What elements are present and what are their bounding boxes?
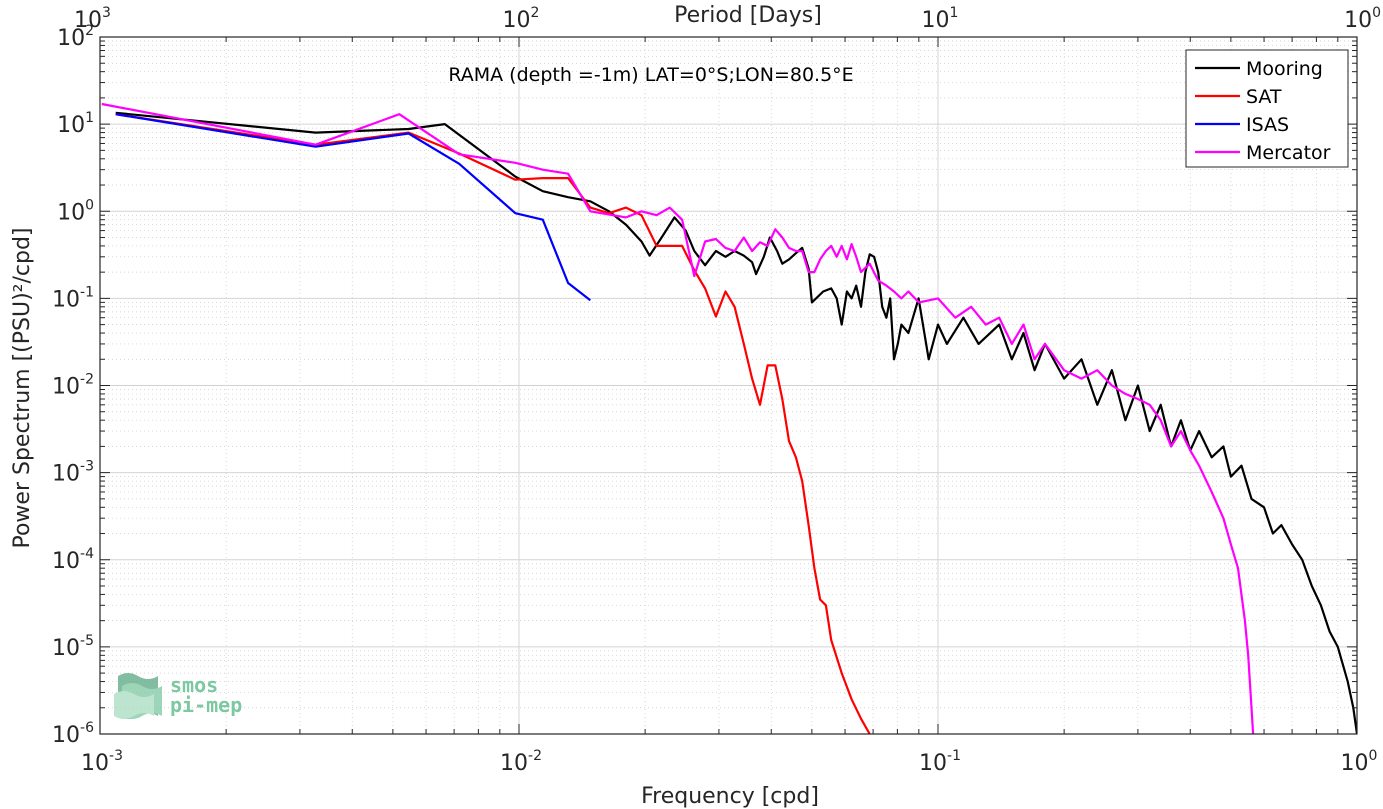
legend-box [1185,49,1349,168]
chart-title: RAMA (depth =-1m) LAT=0°S;LON=80.5°E [448,64,853,86]
top-tick-label: 103 [74,5,111,33]
series-line-mercator [101,102,1255,734]
top-tick-label: 100 [1344,5,1381,33]
logo-text-pimep: pi-mep [170,693,242,717]
logo-text-smos: smos [170,673,218,697]
y-tick-label: 10-2 [52,372,94,400]
legend-label-isas: ISAS [1246,114,1289,136]
tick-marks [99,36,1358,735]
y-tick-label: 102 [57,23,94,51]
legend: Mooring SAT ISAS Mercator [1185,49,1349,168]
y-tick-label: 10-5 [52,633,94,661]
y-tick-label: 101 [57,110,94,138]
x-tick-label: 10-2 [500,748,542,776]
x-tick-labels: 10-3 10-2 10-1 100 [81,748,1377,776]
y-tick-label: 10-3 [52,459,94,487]
x-tick-label: 10-3 [81,748,123,776]
x-tick-label: 100 [1341,748,1378,776]
top-tick-labels: 103 102 101 100 [74,5,1381,33]
y-tick-label: 10-6 [52,720,94,748]
series-line-isas [115,113,591,302]
series-line-sat [115,113,871,734]
series-line-mooring [115,111,1357,734]
logo-waves-icon [114,673,162,719]
y-tick-labels: 10-6 10-5 10-4 10-3 10-2 10-1 100 101 102 [52,23,94,748]
top-tick-label: 101 [922,5,959,33]
top-axis-label: Period [Days] [674,3,822,28]
top-tick-label: 102 [503,5,540,33]
x-tick-label: 10-1 [919,748,961,776]
series-layer [101,102,1357,734]
legend-label-mercator: Mercator [1246,142,1331,164]
y-tick-label: 100 [57,197,94,225]
legend-label-mooring: Mooring [1246,58,1323,80]
y-axis-label: Power Spectrum [(PSU)²/cpd] [10,227,35,548]
smos-pi-mep-logo: smos pi-mep [114,673,242,719]
legend-label-sat: SAT [1246,86,1282,108]
y-tick-label: 10-4 [52,546,94,574]
y-tick-label: 10-1 [52,284,94,312]
x-axis-label: Frequency [cpd] [641,784,819,809]
